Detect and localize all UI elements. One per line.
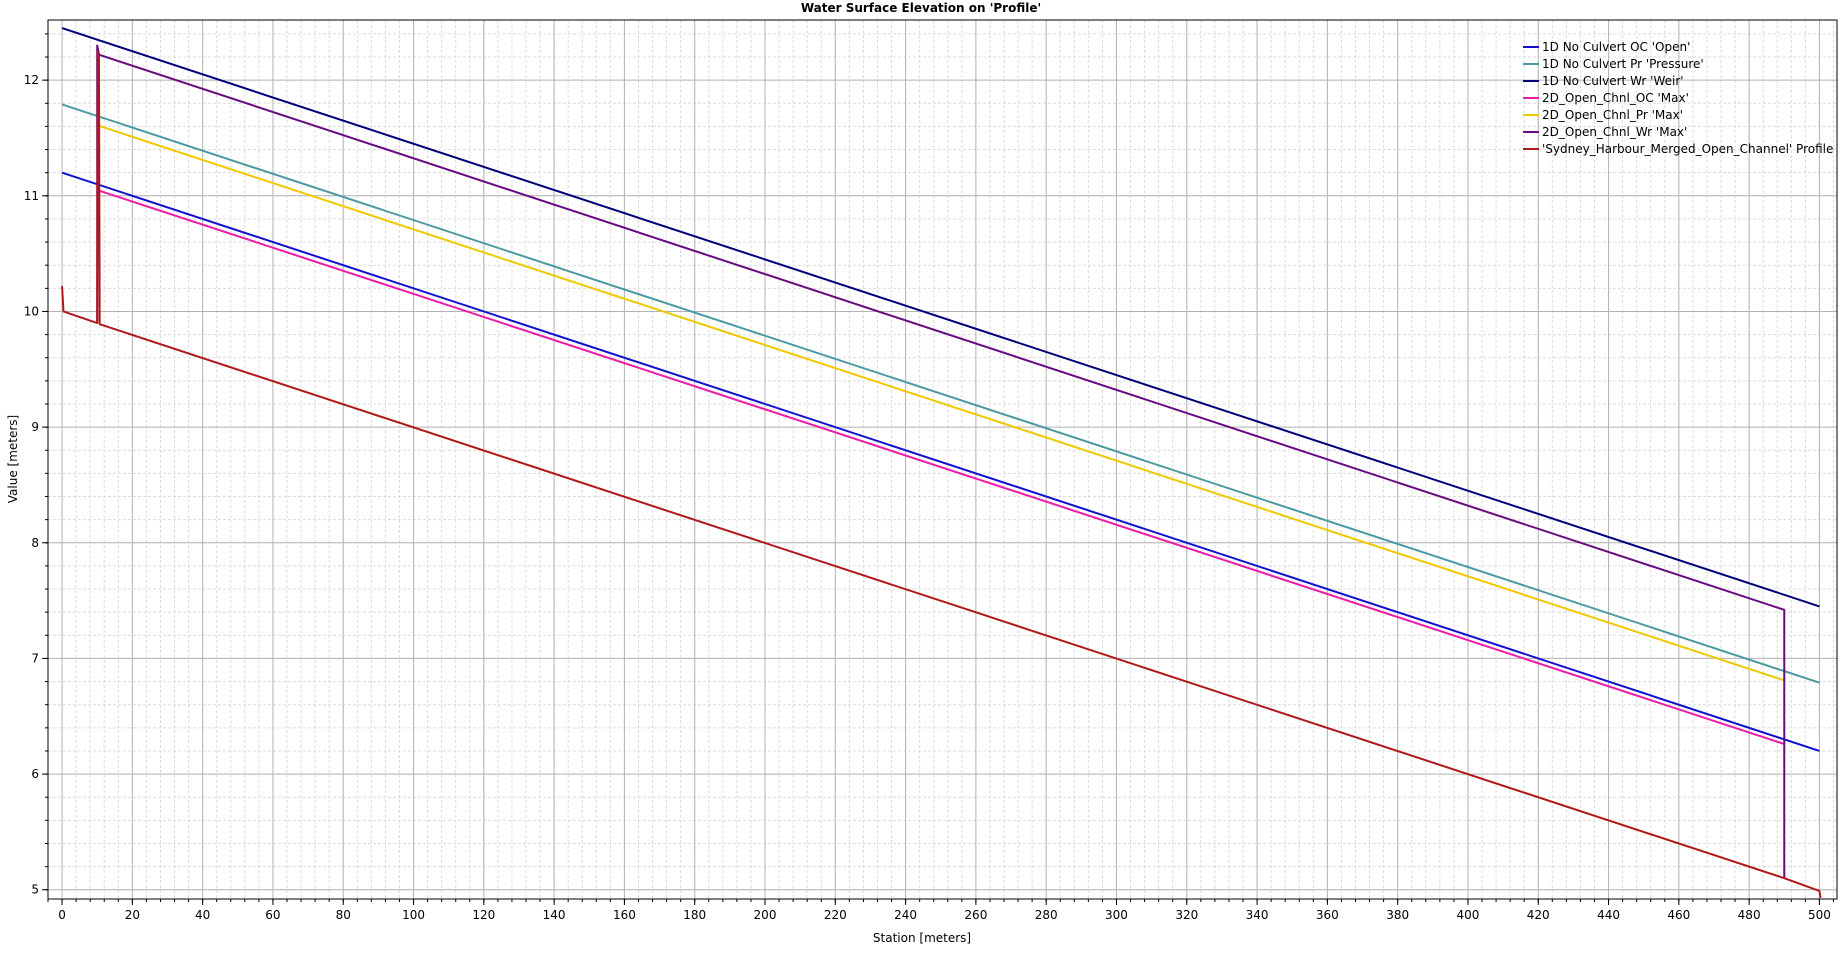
- x-tick-label: 260: [964, 908, 987, 922]
- legend-label-6: 2D_Open_Chnl_Wr 'Max': [1542, 125, 1687, 139]
- x-tick-label: 120: [472, 908, 495, 922]
- x-tick-label: 80: [336, 908, 351, 922]
- series-line-7: [61, 50, 1822, 898]
- x-tick-label: 20: [125, 908, 140, 922]
- legend-label-4: 2D_Open_Chnl_OC 'Max': [1542, 91, 1689, 105]
- series-line-1: [61, 171, 1820, 752]
- y-tick-label: 6: [31, 767, 39, 781]
- x-tick-label: 460: [1667, 908, 1690, 922]
- x-tick-label: 220: [824, 908, 847, 922]
- y-tick-label: 7: [31, 651, 39, 665]
- x-tick-label: 440: [1597, 908, 1620, 922]
- x-tick-label: 420: [1527, 908, 1550, 922]
- x-tick-label: 340: [1246, 908, 1269, 922]
- x-tick-label: 300: [1105, 908, 1128, 922]
- y-axis-ticks: 5 6 7 8 9 10 11 12: [24, 33, 48, 897]
- x-tick-label: 320: [1175, 908, 1198, 922]
- x-tick-label: 380: [1386, 908, 1409, 922]
- x-axis-ticks: 0 20 40 60 80 100 120 140 160 180 200 220 240 260 280 3…: [47, 899, 1834, 922]
- y-tick-label: 12: [24, 73, 39, 87]
- x-tick-label: 480: [1738, 908, 1761, 922]
- series-line-5: [96, 124, 1785, 682]
- x-axis-label: Station [meters]: [873, 931, 971, 945]
- series-line-3: [61, 27, 1820, 608]
- legend-label-5: 2D_Open_Chnl_Pr 'Max': [1542, 108, 1683, 122]
- y-tick-label: 5: [31, 883, 39, 897]
- x-tick-label: 180: [683, 908, 706, 922]
- series-line-4: [96, 189, 1785, 745]
- x-tick-label: 360: [1316, 908, 1339, 922]
- series-layer: [61, 27, 1822, 898]
- x-tick-label: 280: [1035, 908, 1058, 922]
- x-tick-label: 40: [195, 908, 210, 922]
- legend-label-1: 1D No Culvert OC 'Open': [1542, 40, 1690, 54]
- y-tick-label: 11: [24, 189, 39, 203]
- series-line-2: [61, 103, 1820, 684]
- chart-title: Water Surface Elevation on 'Profile': [801, 1, 1041, 15]
- x-tick-label: 100: [402, 908, 425, 922]
- legend-label-7: 'Sydney_Harbour_Merged_Open_Channel' Pro…: [1542, 142, 1833, 156]
- x-tick-label: 60: [265, 908, 280, 922]
- x-tick-label: 240: [894, 908, 917, 922]
- x-tick-label: 160: [613, 908, 636, 922]
- plot-frame: [47, 19, 1838, 900]
- x-tick-label: 400: [1456, 908, 1479, 922]
- legend: 1D No Culvert OC 'Open' 1D No Culvert Pr …: [1523, 40, 1833, 156]
- legend-label-2: 1D No Culvert Pr 'Pressure': [1542, 57, 1704, 71]
- y-tick-label: 10: [24, 304, 39, 318]
- y-tick-label: 8: [31, 536, 39, 550]
- x-tick-label: 200: [754, 908, 777, 922]
- axes: [47, 19, 1838, 900]
- x-tick-label: 140: [543, 908, 566, 922]
- y-axis-label: Value [meters]: [6, 415, 20, 503]
- x-tick-label: 500: [1808, 908, 1831, 922]
- y-tick-label: 9: [31, 420, 39, 434]
- x-tick-label: 0: [58, 908, 66, 922]
- legend-label-3: 1D No Culvert Wr 'Weir': [1542, 74, 1684, 88]
